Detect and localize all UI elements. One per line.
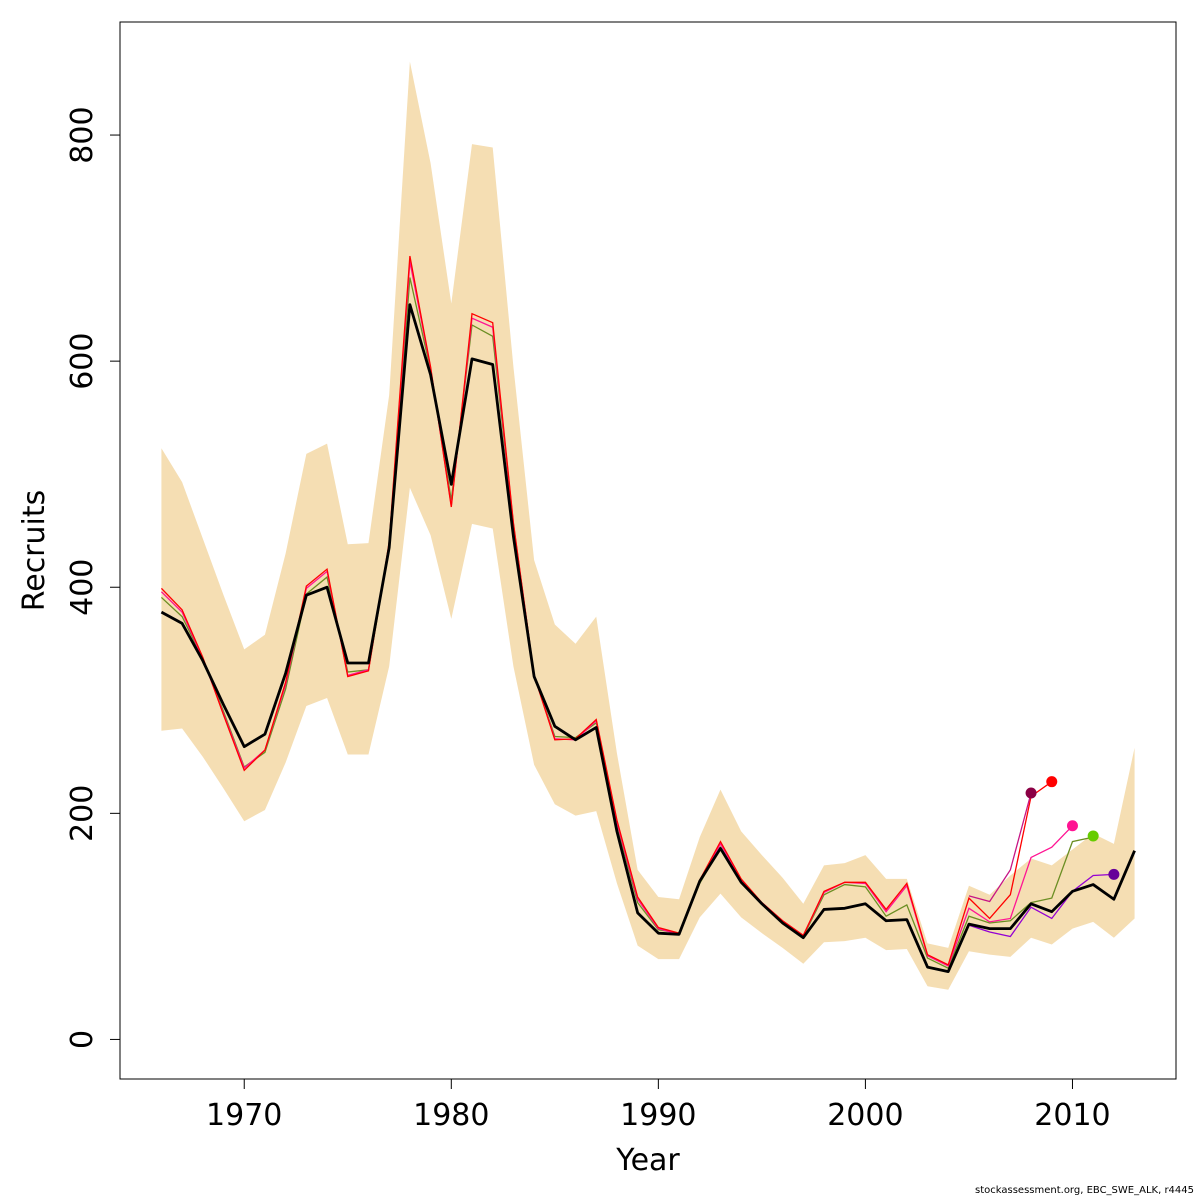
y-axis-title: Recruits: [17, 490, 52, 612]
x-tick-label: 2000: [827, 1098, 903, 1133]
retro-series-line-1: [160, 277, 1094, 970]
x-tick-label: 1990: [620, 1098, 696, 1133]
x-tick-label: 2010: [1034, 1098, 1110, 1133]
x-axis-title: Year: [615, 1143, 680, 1178]
series-layer: [160, 255, 1136, 974]
end-marker-layer: [1025, 776, 1120, 880]
retro-end-point-4: [1046, 776, 1058, 788]
x-tick-label: 1980: [413, 1098, 489, 1133]
retro-end-point-2: [1108, 868, 1120, 880]
confidence-band-layer: [161, 61, 1135, 990]
retro-series-line-4: [160, 255, 1053, 966]
retro-end-point-5: [1025, 787, 1037, 799]
main-estimate-line: [160, 303, 1136, 974]
plot-frame: [119, 21, 1177, 1080]
y-tick-label: 800: [65, 106, 100, 163]
retro-series-line-5: [968, 792, 1032, 903]
axes-layer: 1970 1980 1990 2000 2010 0 200 400 600 800: [65, 106, 1111, 1133]
y-tick-label: 600: [65, 333, 100, 390]
y-tick-label: 0: [65, 1030, 100, 1049]
retro-series-line-2: [968, 873, 1114, 938]
y-tick-label: 400: [65, 559, 100, 616]
retro-end-point-1: [1087, 830, 1099, 842]
confidence-band: [161, 61, 1135, 990]
y-tick-label: 200: [65, 785, 100, 842]
footer-note: stockassessment.org, EBC_SWE_ALK, r4445: [975, 1185, 1194, 1196]
x-tick-label: 1970: [206, 1098, 282, 1133]
retro-end-point-3: [1066, 820, 1078, 832]
